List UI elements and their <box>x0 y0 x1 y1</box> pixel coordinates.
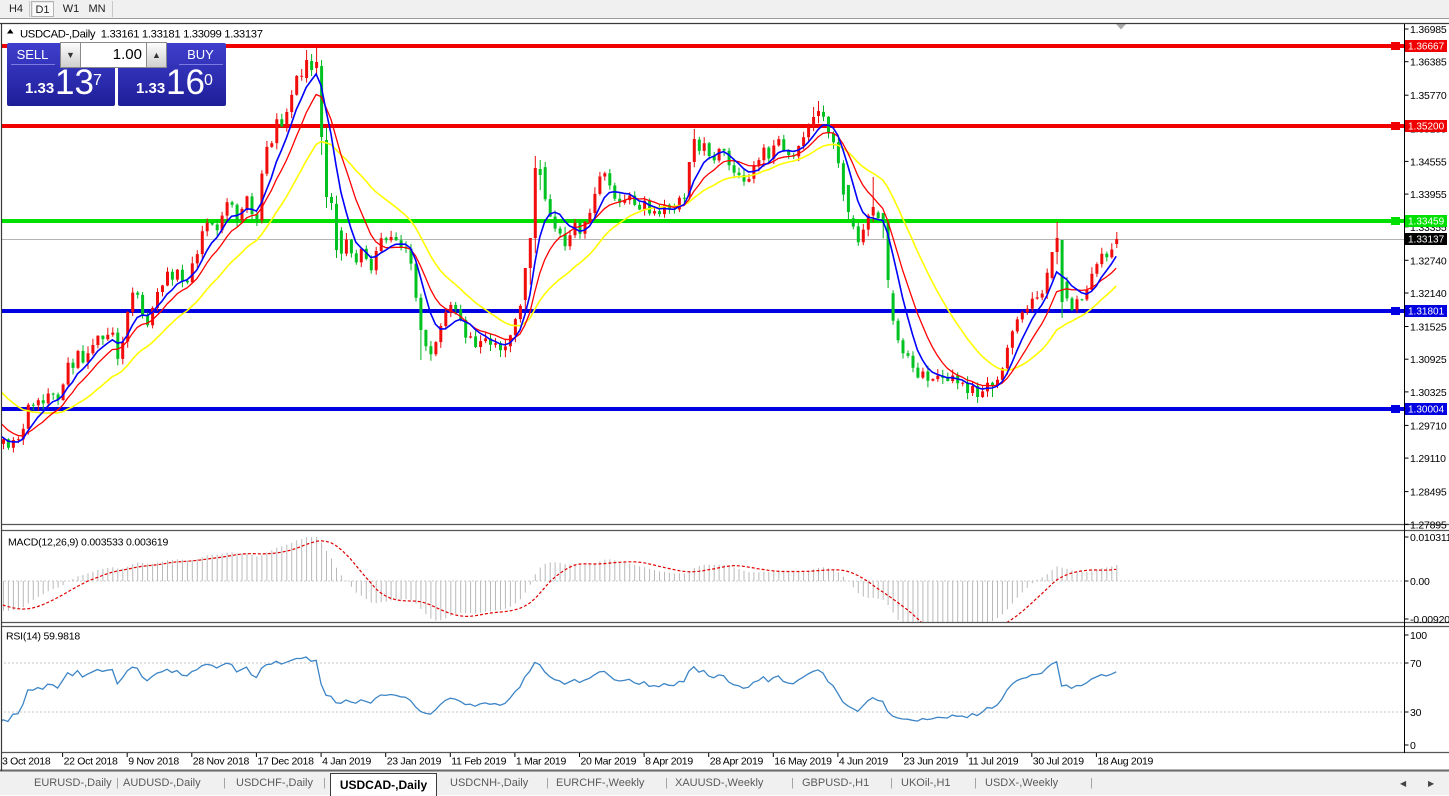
svg-text:100: 100 <box>1410 630 1427 642</box>
svg-text:1.32740: 1.32740 <box>1410 255 1447 267</box>
svg-text:30: 30 <box>1410 707 1422 719</box>
svg-text:0.00: 0.00 <box>1410 576 1430 588</box>
svg-text:4 Jan 2019: 4 Jan 2019 <box>322 756 371 768</box>
svg-text:1.32140: 1.32140 <box>1410 288 1447 300</box>
svg-text:1.33955: 1.33955 <box>1410 189 1447 201</box>
svg-text:8 Apr 2019: 8 Apr 2019 <box>645 756 693 768</box>
svg-text:1.30925: 1.30925 <box>1410 354 1447 366</box>
svg-text:0.010311: 0.010311 <box>1410 532 1449 544</box>
svg-text:18 Aug 2019: 18 Aug 2019 <box>1097 756 1153 768</box>
svg-text:23 Jun 2019: 23 Jun 2019 <box>904 756 959 768</box>
svg-text:1.35200: 1.35200 <box>1408 122 1445 133</box>
svg-text:1.34555: 1.34555 <box>1410 156 1447 168</box>
svg-text:70: 70 <box>1410 658 1422 670</box>
svg-text:17 Dec 2018: 17 Dec 2018 <box>257 756 314 768</box>
svg-text:1.29110: 1.29110 <box>1410 453 1446 465</box>
svg-text:1.36385: 1.36385 <box>1410 57 1447 69</box>
svg-text:1.30325: 1.30325 <box>1410 387 1447 399</box>
svg-text:1.27895: 1.27895 <box>1410 519 1447 531</box>
svg-text:16 May 2019: 16 May 2019 <box>774 756 832 768</box>
svg-text:MACD(12,26,9) 0.003533 0.00361: MACD(12,26,9) 0.003533 0.003619 <box>8 537 169 549</box>
svg-text:1.31801: 1.31801 <box>1408 307 1445 318</box>
svg-text:1.30004: 1.30004 <box>1408 405 1445 416</box>
svg-text:1.36985: 1.36985 <box>1410 24 1447 36</box>
svg-text:22 Oct 2018: 22 Oct 2018 <box>64 756 118 768</box>
svg-text:28 Nov 2018: 28 Nov 2018 <box>193 756 250 768</box>
svg-text:0: 0 <box>1410 740 1416 752</box>
svg-text:11 Feb 2019: 11 Feb 2019 <box>451 756 506 768</box>
svg-text:3 Oct 2018: 3 Oct 2018 <box>2 756 51 768</box>
svg-text:30 Jul 2019: 30 Jul 2019 <box>1033 756 1084 768</box>
svg-text:1.29710: 1.29710 <box>1410 420 1447 432</box>
svg-text:1.36667: 1.36667 <box>1408 42 1445 53</box>
svg-text:9 Nov 2018: 9 Nov 2018 <box>128 756 179 768</box>
svg-text:-0.009203: -0.009203 <box>1410 614 1449 626</box>
svg-text:1.28495: 1.28495 <box>1410 487 1447 499</box>
svg-text:USDCAD-,Daily 1.33161 1.33181: USDCAD-,Daily 1.33161 1.33181 1.33099 1.… <box>20 29 263 41</box>
svg-text:23 Jan 2019: 23 Jan 2019 <box>387 756 442 768</box>
svg-text:1.31525: 1.31525 <box>1410 322 1447 334</box>
svg-text:11 Jul 2019: 11 Jul 2019 <box>968 756 1019 768</box>
svg-text:28 Apr 2019: 28 Apr 2019 <box>710 756 764 768</box>
svg-text:1.33459: 1.33459 <box>1408 217 1445 228</box>
svg-text:20 Mar 2019: 20 Mar 2019 <box>581 756 637 768</box>
svg-text:1.33137: 1.33137 <box>1408 235 1445 246</box>
svg-text:RSI(14) 59.9818: RSI(14) 59.9818 <box>6 631 80 643</box>
svg-text:1 Mar 2019: 1 Mar 2019 <box>516 756 567 768</box>
svg-text:4 Jun 2019: 4 Jun 2019 <box>839 756 888 768</box>
svg-text:1.35770: 1.35770 <box>1410 90 1447 102</box>
